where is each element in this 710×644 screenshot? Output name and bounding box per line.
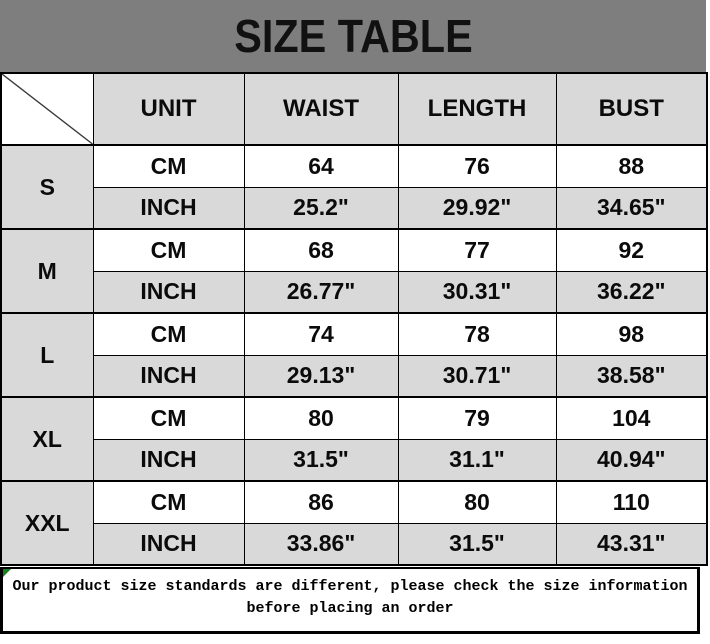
bust-cell: 40.94" xyxy=(555,438,708,482)
waist-cell: 26.77" xyxy=(243,270,399,314)
diagonal-corner-cell xyxy=(0,72,94,146)
waist-cell: 33.86" xyxy=(243,522,399,566)
column-header-length: LENGTH xyxy=(397,72,557,146)
bust-cell: 92 xyxy=(555,228,708,272)
page-title: SIZE TABLE xyxy=(233,10,473,62)
waist-cell: 29.13" xyxy=(243,354,399,398)
unit-cell: CM xyxy=(92,144,245,188)
size-label-l: L xyxy=(0,312,94,398)
unit-cell: CM xyxy=(92,312,245,356)
length-cell: 30.71" xyxy=(397,354,557,398)
length-cell: 80 xyxy=(397,480,557,524)
bust-cell: 110 xyxy=(555,480,708,524)
bust-cell: 98 xyxy=(555,312,708,356)
length-cell: 31.1" xyxy=(397,438,557,482)
bust-cell: 38.58" xyxy=(555,354,708,398)
table-row: XXL CM 86 80 110 xyxy=(0,480,708,566)
size-note-line1: Our product size standards are different… xyxy=(12,578,688,595)
waist-cell: 31.5" xyxy=(243,438,399,482)
diagonal-line-icon xyxy=(2,74,92,144)
waist-cell: 25.2" xyxy=(243,186,399,230)
unit-cell: INCH xyxy=(92,438,245,482)
size-label-s: S xyxy=(0,144,94,230)
table-row: S CM 64 76 88 xyxy=(0,144,708,230)
waist-cell: 64 xyxy=(243,144,399,188)
table-row: INCH 29.13" 30.71" 38.58" xyxy=(1,354,708,398)
size-note-box: Our product size standards are different… xyxy=(0,567,700,634)
size-label-m: M xyxy=(0,228,94,314)
length-cell: 79 xyxy=(397,396,557,440)
title-banner: SIZE TABLE xyxy=(0,0,706,72)
green-corner-marker-icon xyxy=(3,569,11,577)
column-header-unit: UNIT xyxy=(92,72,245,146)
length-cell: 77 xyxy=(397,228,557,272)
length-cell: 76 xyxy=(397,144,557,188)
column-header-bust: BUST xyxy=(555,72,708,146)
column-header-waist: WAIST xyxy=(243,72,399,146)
unit-cell: INCH xyxy=(92,270,245,314)
unit-cell: INCH xyxy=(92,354,245,398)
bust-cell: 34.65" xyxy=(555,186,708,230)
waist-cell: 74 xyxy=(243,312,399,356)
table-row: INCH 26.77" 30.31" 36.22" xyxy=(1,270,708,314)
unit-cell: CM xyxy=(92,480,245,524)
waist-cell: 86 xyxy=(243,480,399,524)
table-row: XL CM 80 79 104 xyxy=(0,396,708,482)
length-cell: 30.31" xyxy=(397,270,557,314)
length-cell: 31.5" xyxy=(397,522,557,566)
waist-cell: 80 xyxy=(243,396,399,440)
length-cell: 78 xyxy=(397,312,557,356)
table-row: INCH 33.86" 31.5" 43.31" xyxy=(1,522,708,566)
table-row: L CM 74 78 98 xyxy=(0,312,708,398)
length-cell: 29.92" xyxy=(397,186,557,230)
size-label-xl: XL xyxy=(0,396,94,482)
table-row: INCH 25.2" 29.92" 34.65" xyxy=(1,186,708,230)
waist-cell: 68 xyxy=(243,228,399,272)
table-row: INCH 31.5" 31.1" 40.94" xyxy=(1,438,708,482)
size-table: UNIT WAIST LENGTH BUST S CM 64 76 88 INC… xyxy=(0,72,708,566)
size-note-line2: before placing an order xyxy=(246,600,454,617)
table-row: M CM 68 77 92 xyxy=(0,228,708,314)
unit-cell: INCH xyxy=(92,186,245,230)
unit-cell: CM xyxy=(92,228,245,272)
unit-cell: CM xyxy=(92,396,245,440)
unit-cell: INCH xyxy=(92,522,245,566)
header-row: UNIT WAIST LENGTH BUST xyxy=(0,72,708,146)
bust-cell: 88 xyxy=(555,144,708,188)
bust-cell: 36.22" xyxy=(555,270,708,314)
size-label-xxl: XXL xyxy=(0,480,94,566)
bust-cell: 43.31" xyxy=(555,522,708,566)
bust-cell: 104 xyxy=(555,396,708,440)
